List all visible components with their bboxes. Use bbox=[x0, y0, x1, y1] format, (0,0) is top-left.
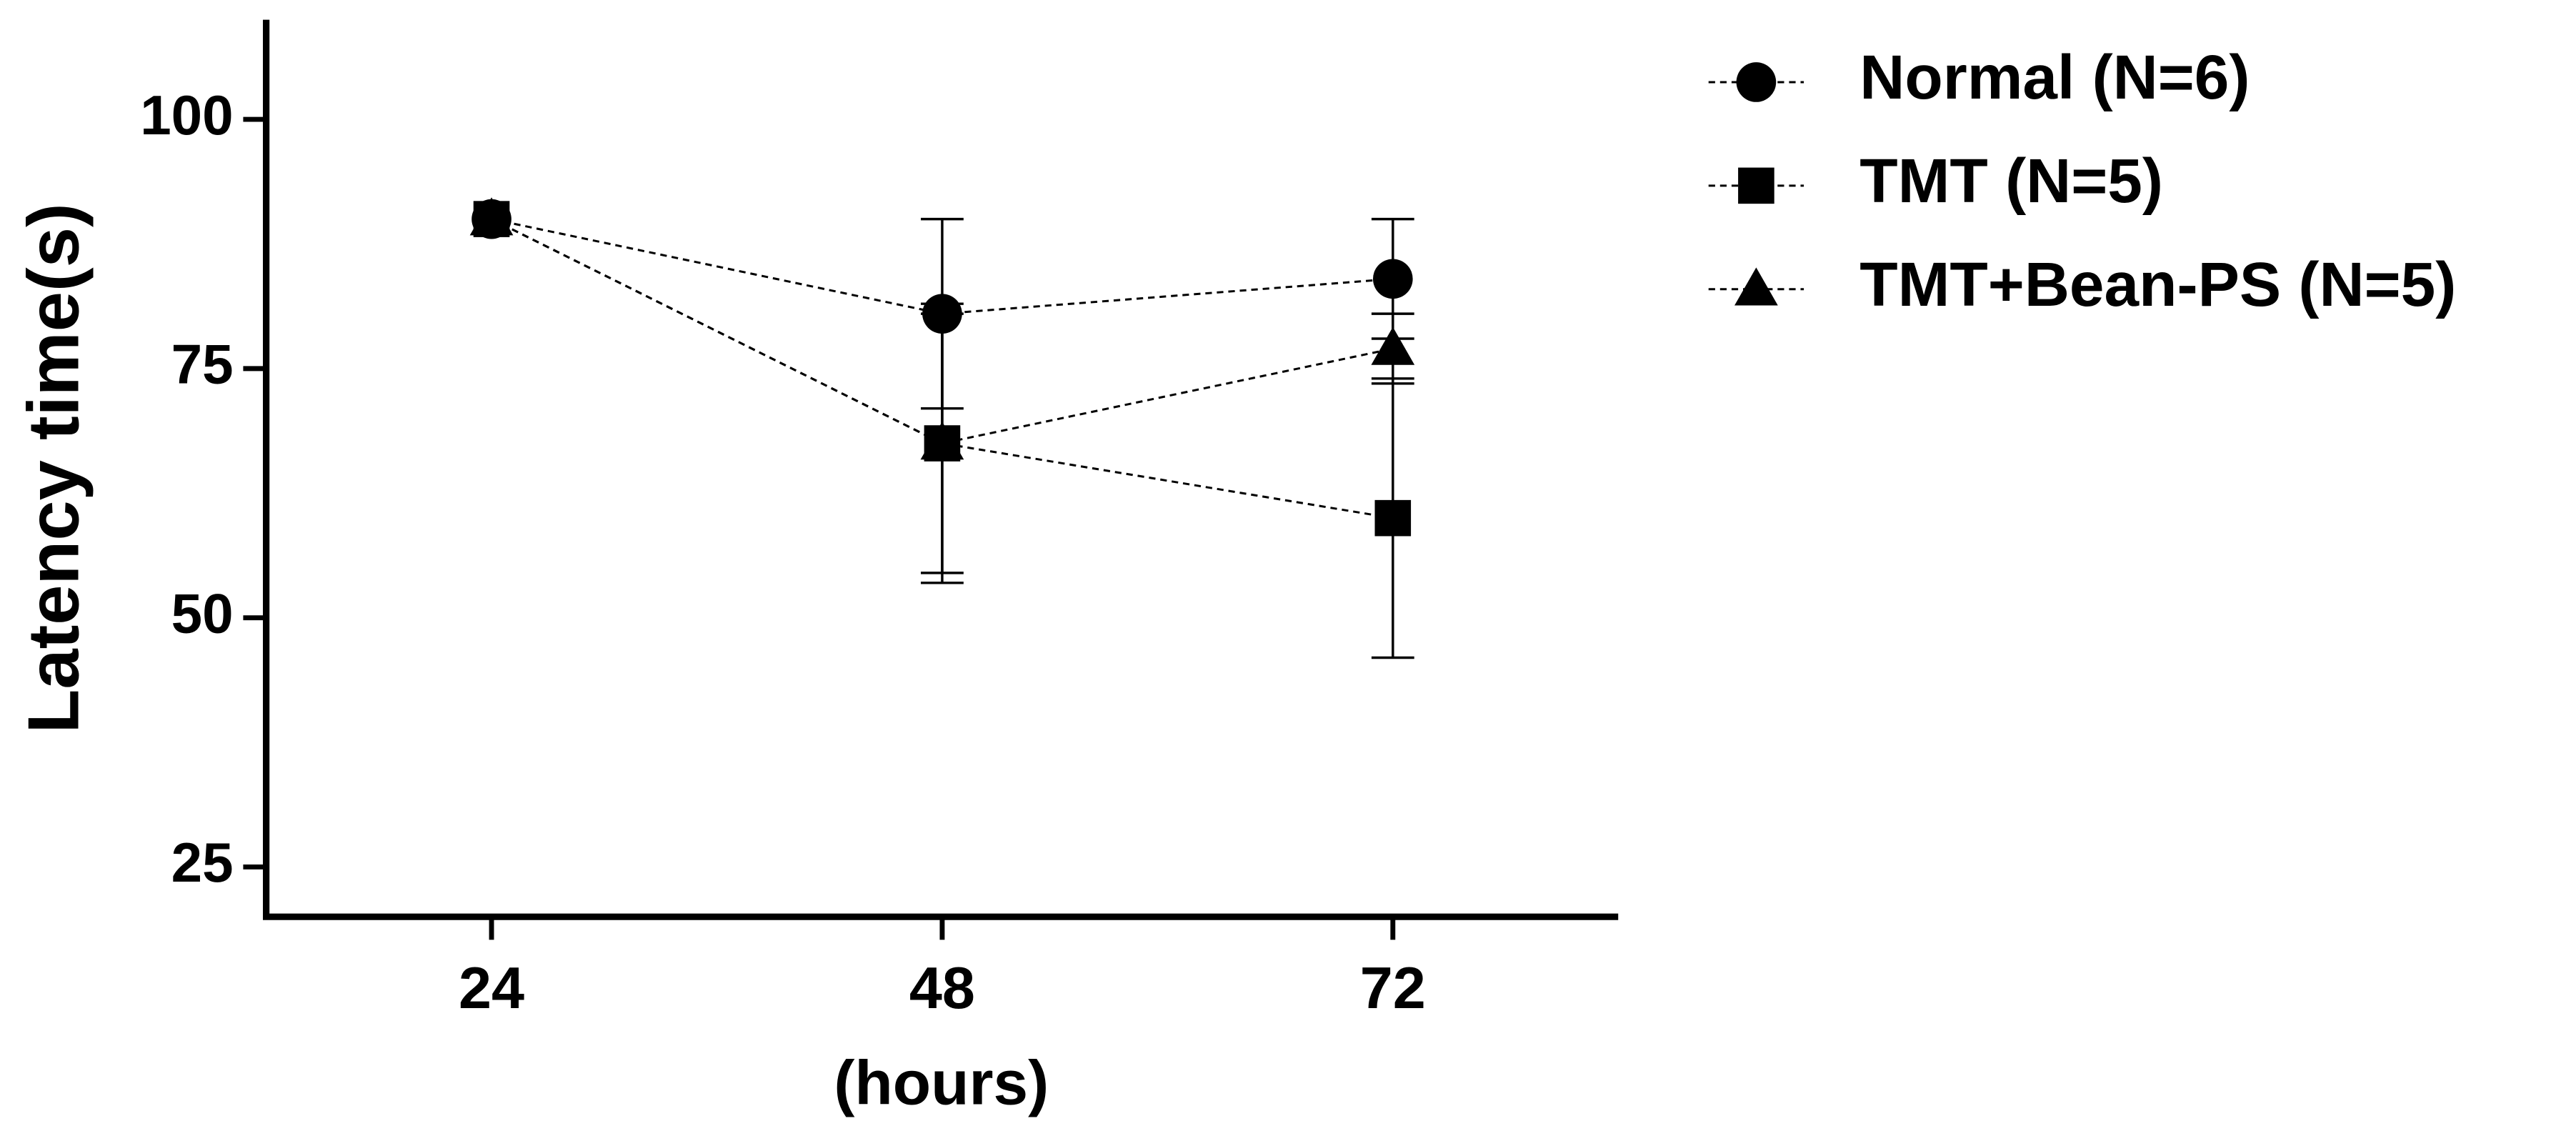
marker bbox=[1374, 499, 1412, 537]
x-tick-label: 48 bbox=[909, 955, 975, 1021]
series-line bbox=[491, 218, 1394, 519]
legend-label: TMT+Bean-PS (N=5) bbox=[1859, 249, 2456, 319]
legend-marker bbox=[1738, 167, 1774, 204]
x-axis-label: (hours) bbox=[834, 1047, 1049, 1117]
legend-marker bbox=[1736, 62, 1777, 102]
marker bbox=[469, 197, 514, 236]
y-tick-label: 75 bbox=[171, 333, 234, 396]
y-tick-label: 25 bbox=[171, 831, 234, 894]
x-tick-label: 24 bbox=[459, 955, 524, 1021]
y-tick-label: 100 bbox=[140, 84, 233, 146]
y-tick-label: 50 bbox=[171, 582, 234, 644]
legend-label: TMT (N=5) bbox=[1859, 146, 2163, 216]
marker bbox=[920, 422, 964, 460]
marker bbox=[1372, 259, 1413, 299]
x-tick-label: 72 bbox=[1360, 955, 1426, 1021]
legend-marker bbox=[1734, 267, 1778, 306]
y-axis-label: Latency time(s) bbox=[14, 203, 94, 733]
marker bbox=[922, 294, 962, 334]
series-line bbox=[491, 218, 1394, 445]
legend-label: Normal (N=6) bbox=[1859, 42, 2250, 112]
marker bbox=[1371, 327, 1415, 365]
